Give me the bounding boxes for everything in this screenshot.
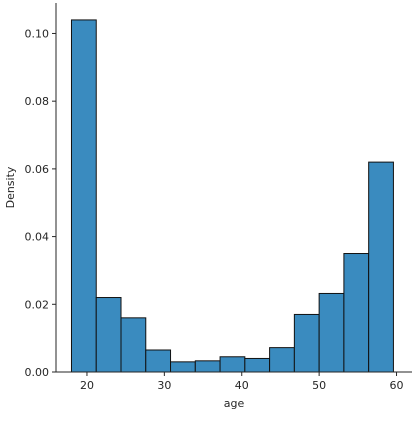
x-tick-label-2: 40 (235, 379, 249, 392)
y-tick-label-2: 0.04 (25, 231, 50, 244)
y-tick-label-0: 0.00 (25, 366, 50, 379)
y-tick-label-4: 0.08 (25, 95, 50, 108)
histogram-bar-11 (343, 253, 370, 373)
x-tick-label-3: 50 (312, 379, 326, 392)
bars-group (70, 19, 394, 373)
y-axis-label: Density (4, 166, 17, 208)
histogram-bar-10 (318, 292, 345, 373)
x-tick-label-0: 20 (80, 379, 94, 392)
histogram-bar-3 (145, 349, 172, 373)
histogram-bar-6 (219, 356, 246, 373)
x-tick-label-4: 60 (390, 379, 404, 392)
y-tick-label-5: 0.10 (25, 27, 50, 40)
histogram-bar-4 (170, 361, 196, 373)
histogram-bar-2 (120, 317, 147, 373)
axes-group (55, 3, 412, 373)
histogram-bar-1 (95, 297, 122, 373)
y-tick-label-1: 0.02 (25, 298, 50, 311)
y-tick-label-3: 0.06 (25, 163, 50, 176)
ticks-group: 0.00 0.02 0.04 0.06 0.08 0.10 20 30 40 50 60 (25, 27, 404, 392)
histogram-bar-8 (269, 347, 295, 373)
histogram-bar-12 (368, 161, 394, 373)
histogram-bar-0 (70, 19, 97, 373)
histogram-bar-9 (293, 313, 320, 373)
x-tick-label-1: 30 (157, 379, 171, 392)
histogram-bar-5 (194, 360, 221, 373)
x-axis-label: age (224, 397, 245, 410)
histogram-bar-7 (244, 357, 271, 373)
